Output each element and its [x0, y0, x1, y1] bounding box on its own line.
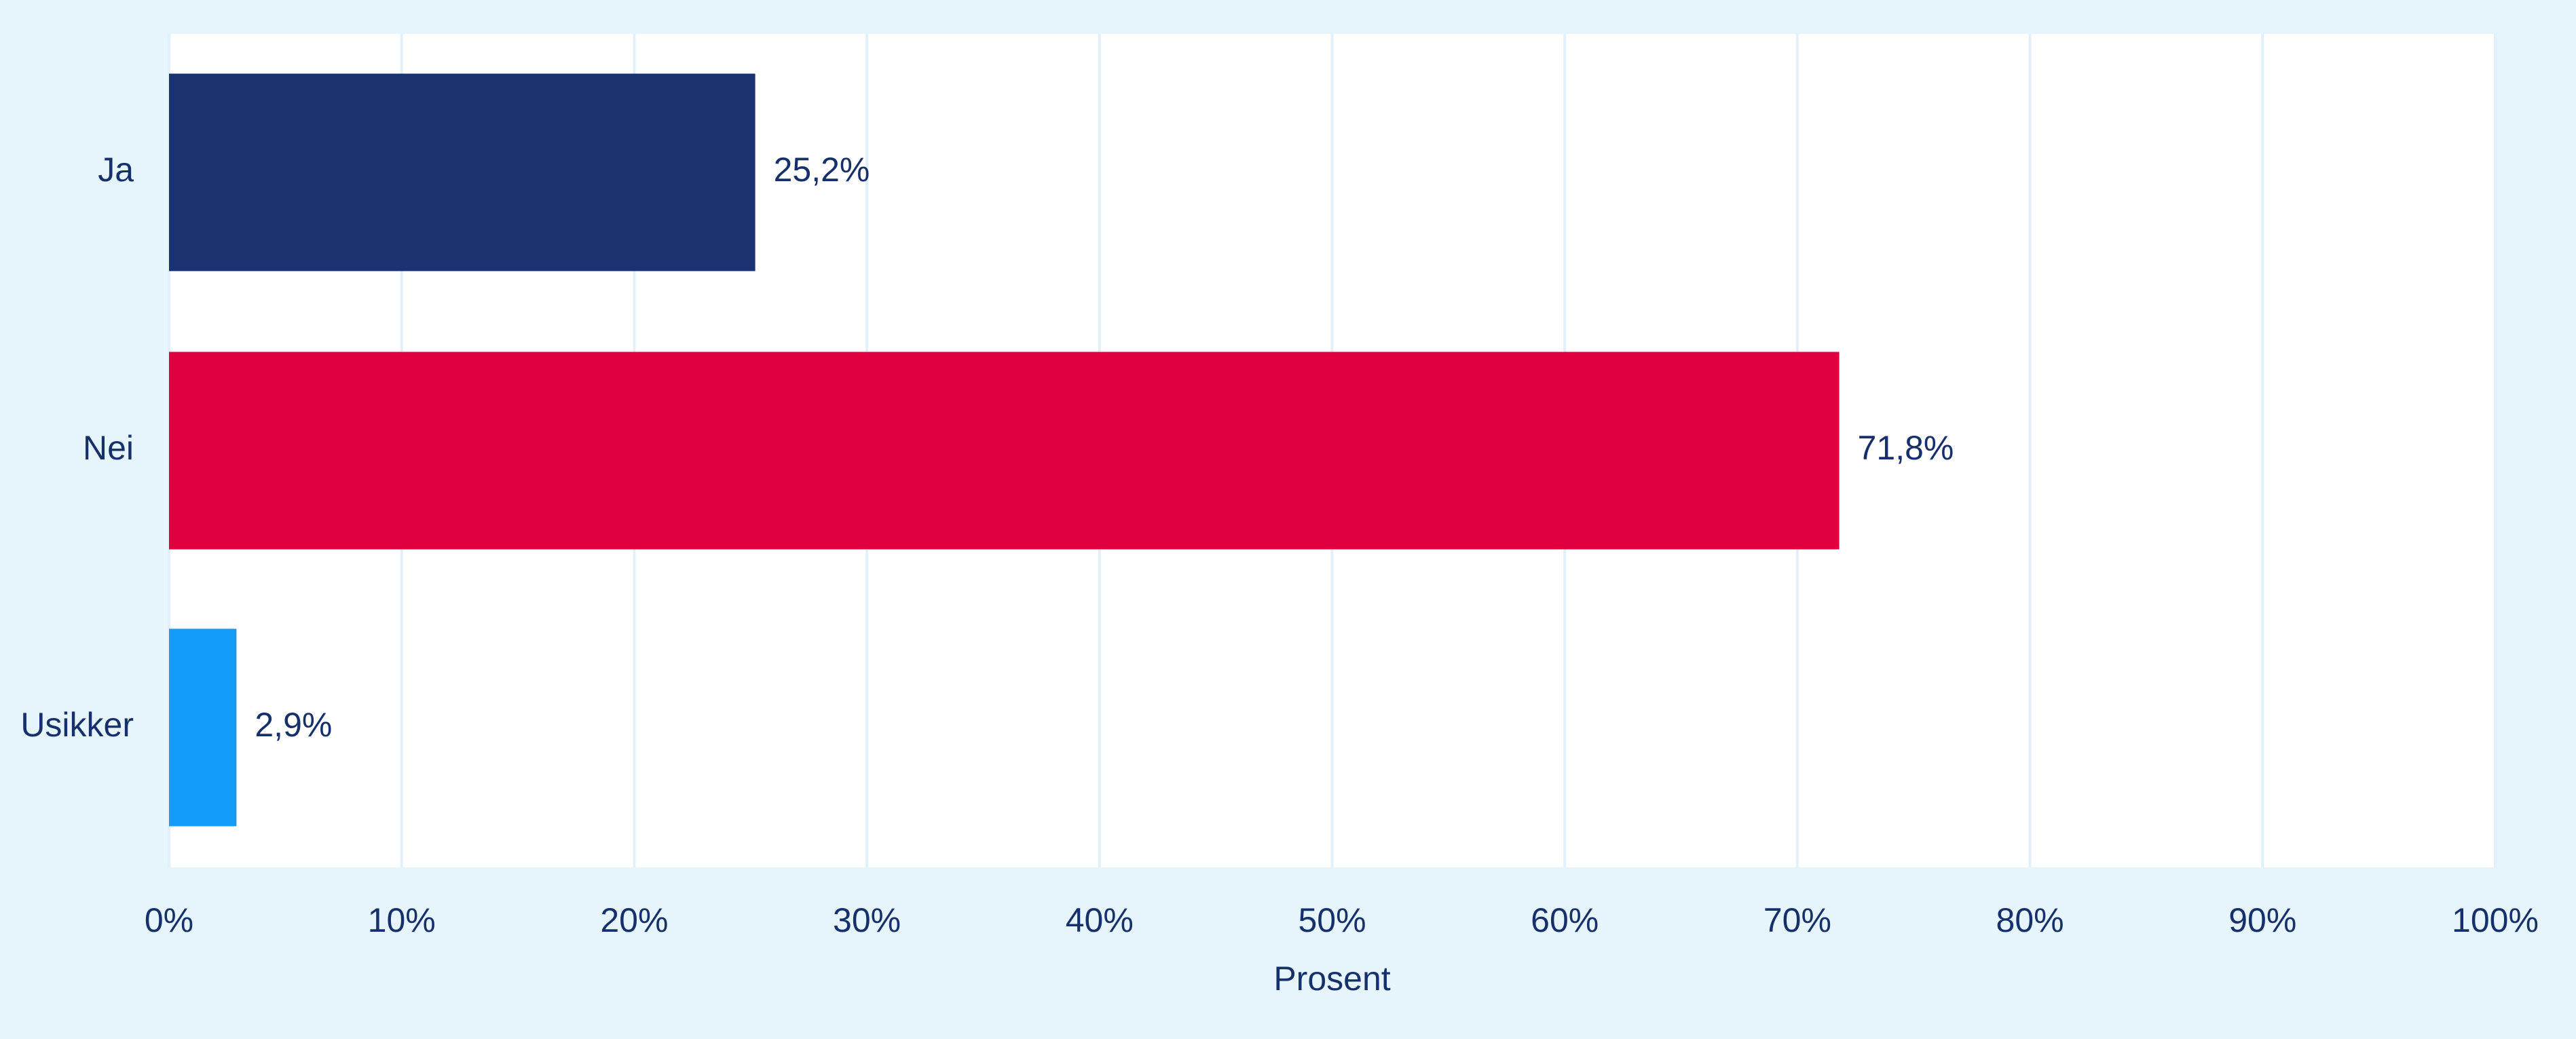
- x-tick-label: 80%: [1996, 901, 2064, 939]
- x-tick-label: 0%: [145, 901, 193, 939]
- x-tick-label: 70%: [1763, 901, 1831, 939]
- category-label: Ja: [98, 151, 134, 189]
- bars: [169, 73, 1840, 827]
- category-label: Usikker: [20, 706, 134, 744]
- x-tick-label: 20%: [600, 901, 668, 939]
- bar-ja: [169, 73, 755, 271]
- x-tick-label: 30%: [833, 901, 901, 939]
- x-tick-labels: 0% 10% 20% 30% 40% 50% 60% 70% 80% 90% 100%: [145, 901, 2539, 939]
- x-axis-title: Prosent: [1273, 960, 1390, 998]
- x-tick-label: 40%: [1066, 901, 1134, 939]
- value-label: 2,9%: [255, 706, 332, 744]
- bar-usikker: [169, 628, 237, 827]
- x-tick-label: 100%: [2452, 901, 2539, 939]
- x-tick-label: 90%: [2228, 901, 2296, 939]
- x-tick-label: 10%: [368, 901, 436, 939]
- bar-nei: [169, 352, 1840, 550]
- category-label: Nei: [83, 429, 134, 467]
- value-label: 25,2%: [774, 151, 870, 189]
- value-label: 71,8%: [1858, 429, 1954, 467]
- value-labels: 25,2% 71,8% 2,9%: [255, 151, 1954, 744]
- x-tick-label: 50%: [1298, 901, 1366, 939]
- x-tick-label: 60%: [1531, 901, 1599, 939]
- category-labels: Ja Nei Usikker: [20, 151, 134, 744]
